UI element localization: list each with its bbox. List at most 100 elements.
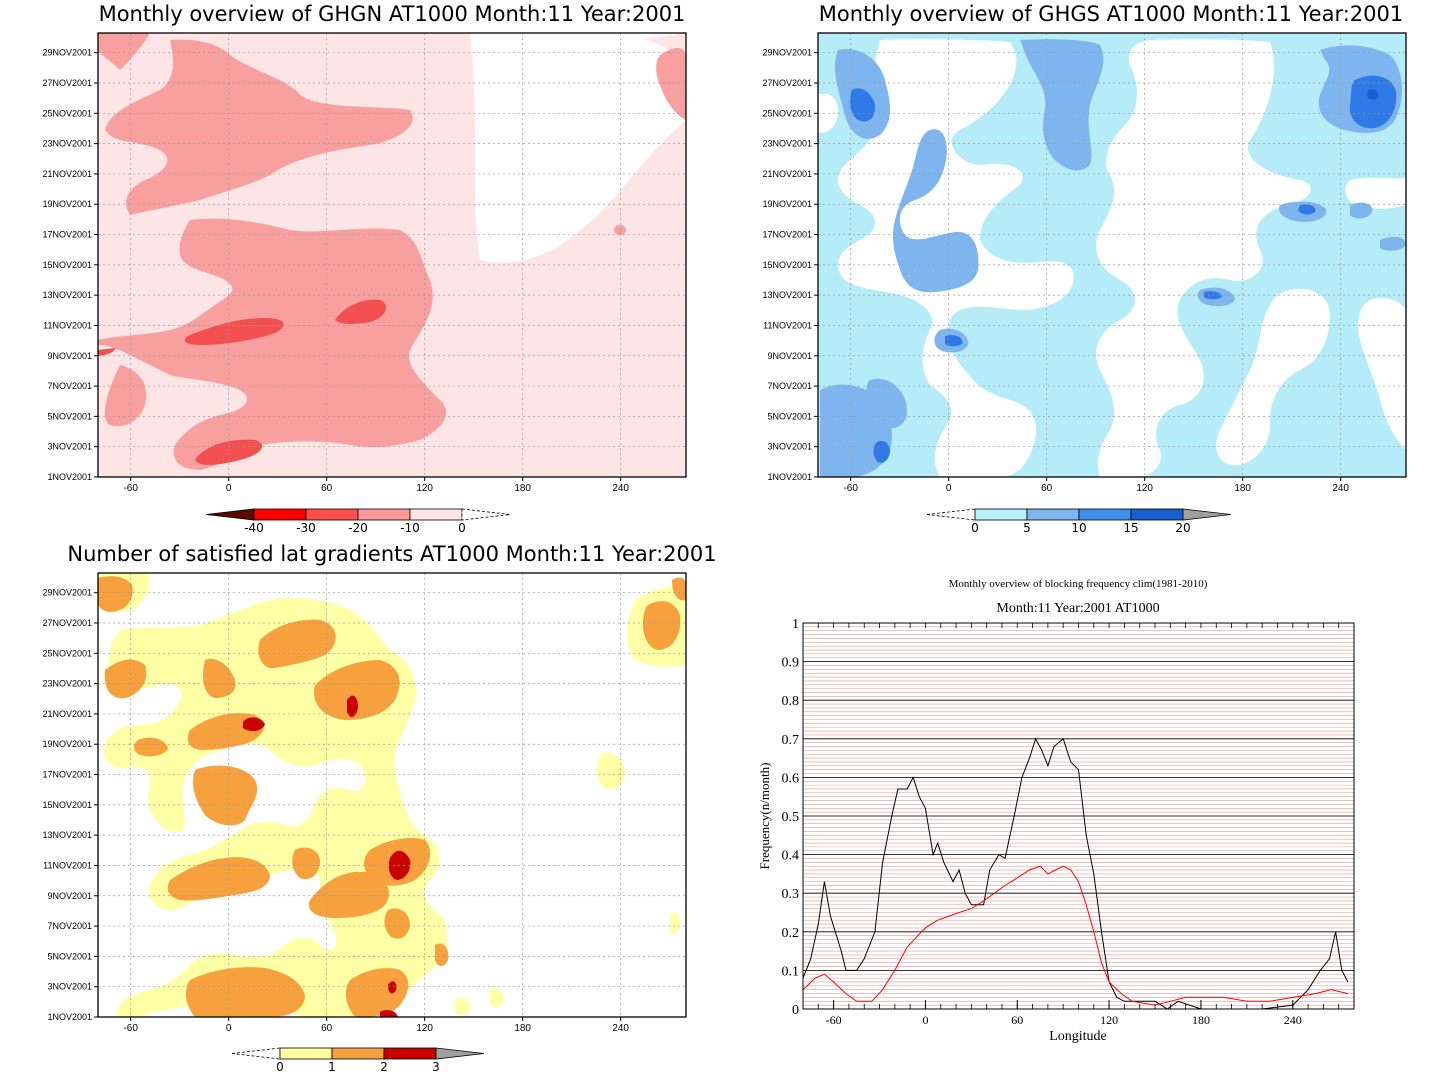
lon-tick-label: 240	[1332, 483, 1349, 494]
date-tick-label: 13NOV2001	[762, 290, 812, 300]
colorbar-extend-low	[926, 508, 976, 521]
date-tick-label: 1NOV2001	[47, 472, 92, 482]
x-tick-label: 120	[1100, 1013, 1118, 1027]
colorbar-box	[974, 508, 1028, 521]
lon-tick-label: 60	[1041, 483, 1053, 494]
colorbar-label: 3	[432, 1060, 440, 1074]
date-tick-label: 29NOV2001	[42, 48, 92, 58]
lat-gradients-fill-level2	[98, 576, 686, 1017]
series-line-1	[803, 737, 1349, 1009]
date-tick-label: 23NOV2001	[42, 679, 92, 689]
colorbar-box	[1130, 508, 1184, 521]
date-tick-label: 11NOV2001	[43, 860, 92, 870]
date-tick-label: 7NOV2001	[767, 381, 812, 391]
date-tick-label: 15NOV2001	[762, 260, 812, 270]
ghgn-date-ticks: 1NOV2001 3NOV2001 5NOV2001 7NOV2001 9NOV2001…	[42, 48, 98, 482]
ghgn-fill-level2	[98, 33, 686, 470]
date-tick-label: 3NOV2001	[47, 982, 92, 992]
date-tick-label: 13NOV2001	[42, 290, 92, 300]
date-tick-label: 19NOV2001	[762, 199, 812, 209]
y-tick-label: 0.1	[782, 964, 800, 979]
date-tick-label: 5NOV2001	[767, 411, 812, 421]
colorbar-extend-low	[231, 1047, 281, 1060]
lat-gradients-fill-level3	[243, 695, 411, 1017]
date-tick-label: 9NOV2001	[47, 891, 92, 901]
date-tick-label: 17NOV2001	[42, 770, 92, 780]
date-tick-label: 19NOV2001	[42, 199, 92, 209]
y-tick-label: 0.3	[782, 887, 800, 902]
ghgs-fill-level4	[1367, 89, 1379, 100]
date-tick-label: 23NOV2001	[42, 139, 92, 149]
colorbar-box	[383, 1047, 437, 1060]
y-tick-label: 0.7	[782, 733, 800, 748]
ghgs-grid	[818, 33, 1406, 478]
colorbar-box	[1026, 508, 1080, 521]
colorbar-box	[305, 508, 359, 521]
date-tick-label: 1NOV2001	[767, 472, 812, 482]
colorbar-extend-high	[1182, 508, 1232, 521]
chart-ylabel: Frequency(n/month)	[757, 763, 772, 870]
lat-gradients-frame	[97, 572, 687, 1018]
colorbar-label: 10	[1071, 521, 1086, 535]
ghgn-panel: Monthly overview of GHGN AT1000 Month:11…	[42, 2, 687, 535]
date-tick-label: 13NOV2001	[42, 830, 92, 840]
x-tick-label: 180	[1192, 1013, 1210, 1027]
lon-tick-label: 60	[321, 483, 333, 494]
chart-plot-area	[803, 623, 1354, 1009]
ghgs-lon-ticks: -60 0 60 120 180 240	[843, 477, 1349, 494]
ghgs-field	[818, 33, 1406, 477]
lat-gradients-fill-level1	[98, 573, 686, 1017]
colorbar-label: 0	[276, 1060, 284, 1074]
colorbar-extend-high	[435, 1047, 485, 1060]
ghgn-colorbar: -40 -30 -20 -10 0	[205, 508, 511, 535]
date-tick-label: 25NOV2001	[42, 648, 92, 658]
lat-gradients-date-ticks: 1NOV2001 3NOV2001 5NOV2001 7NOV2001 9NOV2001…	[42, 588, 98, 1022]
colorbar-extend-low	[205, 508, 255, 521]
ghgs-fill-level0	[818, 39, 1406, 477]
y-tick-label: 0.8	[782, 694, 800, 709]
colorbar-box	[1078, 508, 1132, 521]
y-tick-label: 0.4	[782, 849, 800, 864]
colorbar-label: -10	[400, 521, 420, 535]
date-tick-label: 27NOV2001	[42, 618, 92, 628]
colorbar-label: 1	[328, 1060, 336, 1074]
x-tick-label: 240	[1284, 1013, 1302, 1027]
date-tick-label: 5NOV2001	[47, 411, 92, 421]
colorbar-box	[357, 508, 411, 521]
colorbar-box	[331, 1047, 385, 1060]
ghgn-lon-ticks: -60 0 60 120 180 240	[123, 477, 629, 494]
date-tick-label: 11NOV2001	[43, 320, 92, 330]
ghgs-frame	[817, 32, 1407, 478]
ghgn-frame	[97, 32, 687, 478]
lon-tick-label: 120	[416, 483, 433, 494]
lon-tick-label: -60	[843, 483, 858, 494]
y-tick-label: 0.6	[782, 771, 800, 786]
x-tick-label: 0	[922, 1013, 928, 1027]
colorbar-box	[279, 1047, 333, 1060]
lat-gradients-panel: Number of satisfied lat gradients AT1000…	[42, 542, 716, 1074]
lon-tick-label: 0	[946, 483, 952, 494]
y-tick-label: 0.2	[782, 926, 800, 941]
lon-tick-label: 120	[416, 1023, 433, 1034]
y-tick-label: 0	[792, 1003, 799, 1018]
date-tick-label: 21NOV2001	[42, 709, 92, 719]
lon-tick-label: 120	[1136, 483, 1153, 494]
date-tick-label: 3NOV2001	[47, 442, 92, 452]
colorbar-label: 20	[1175, 521, 1190, 535]
date-tick-label: 23NOV2001	[762, 139, 812, 149]
colorbar-box	[253, 508, 307, 521]
date-tick-label: 11NOV2001	[763, 320, 812, 330]
ghgs-date-ticks: 1NOV2001 3NOV2001 5NOV2001 7NOV2001 9NOV2001…	[762, 48, 818, 482]
date-tick-label: 9NOV2001	[767, 351, 812, 361]
date-tick-label: 21NOV2001	[42, 169, 92, 179]
lon-tick-label: 180	[1234, 483, 1251, 494]
colorbar-label: 0	[458, 521, 466, 535]
date-tick-label: 1NOV2001	[47, 1012, 92, 1022]
date-tick-label: 17NOV2001	[762, 230, 812, 240]
lat-gradients-field	[98, 573, 686, 1017]
x-tick-label: -60	[826, 1013, 842, 1027]
chart-title: Monthly overview of blocking frequency c…	[949, 578, 1208, 590]
ghgn-field	[98, 33, 686, 477]
y-tick-label: 0.5	[782, 810, 800, 825]
date-tick-label: 15NOV2001	[42, 800, 92, 810]
